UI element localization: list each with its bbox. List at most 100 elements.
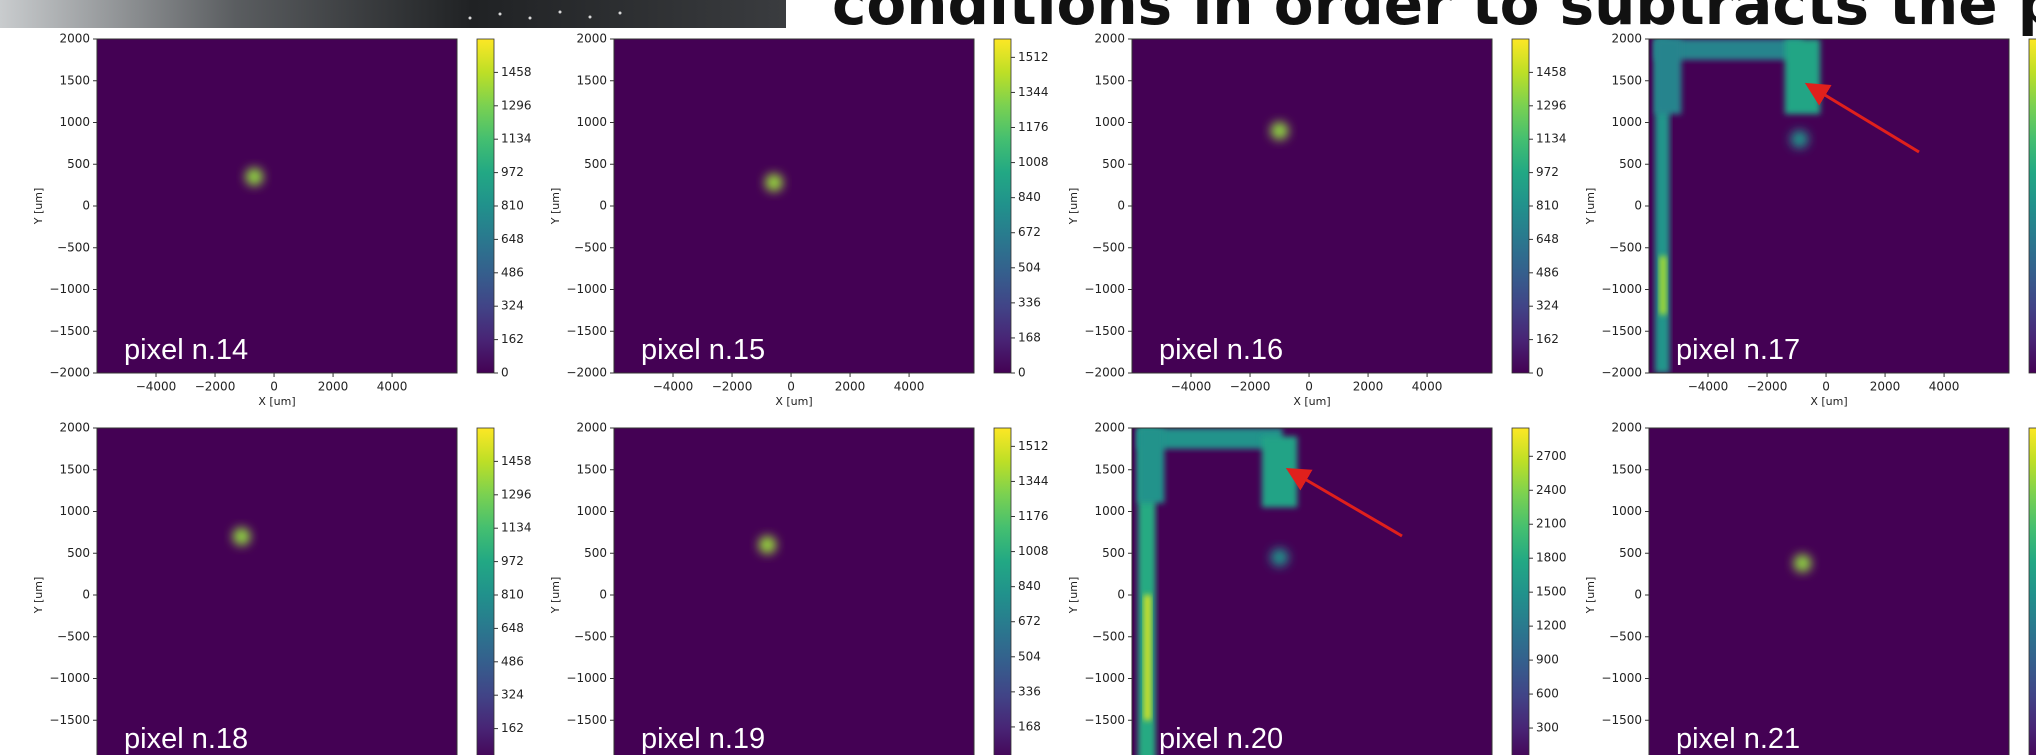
y-tick-label: 1500 xyxy=(1094,462,1125,476)
y-tick-label: 500 xyxy=(67,546,90,560)
spot xyxy=(1793,554,1812,573)
spot xyxy=(764,173,783,192)
plot-background xyxy=(1649,39,2009,373)
colorbar-tick-label: 648 xyxy=(501,232,524,246)
colorbar-tick-label: 1458 xyxy=(501,454,532,468)
y-tick-label: −500 xyxy=(1092,629,1125,643)
x-tick-label: 4000 xyxy=(1412,380,1443,394)
y-tick-label: 0 xyxy=(1117,588,1125,602)
colorbar xyxy=(2028,427,2036,755)
y-tick-label: 0 xyxy=(82,199,90,213)
plot-background xyxy=(1649,428,2009,755)
colorbar-tick-label: 1458 xyxy=(501,65,532,79)
y-tick-label: −1500 xyxy=(49,324,90,338)
colorbar-tick-label: 810 xyxy=(501,588,524,602)
colorbar-tick-label: 504 xyxy=(1018,260,1041,274)
x-axis-label: X [um] xyxy=(775,395,812,408)
colorbar-tick-label: 486 xyxy=(501,654,524,668)
y-tick-label: −1000 xyxy=(1084,282,1125,296)
x-tick-label: 0 xyxy=(1822,380,1830,394)
colorbar-tick-label: 1200 xyxy=(1536,619,1567,633)
panel-title: pixel n.17 xyxy=(1676,334,1800,366)
intensity-region xyxy=(1137,428,1283,449)
colorbar-tick-label: 648 xyxy=(501,621,524,635)
colorbar xyxy=(476,427,495,755)
colorbar-tick-label: 2100 xyxy=(1536,517,1567,531)
heatmap-panel: 2000 1500 1000 500 0 −500 −1000 −1500 Y [um] pixe… xyxy=(1067,421,1567,755)
y-tick-label: 500 xyxy=(1619,157,1642,171)
plot-area xyxy=(1793,554,1812,573)
panel-title: pixel n.20 xyxy=(1159,723,1283,755)
colorbar-tick-label: 810 xyxy=(501,199,524,213)
y-tick-label: 1000 xyxy=(1094,115,1125,129)
y-tick-label: −1000 xyxy=(49,282,90,296)
heatmap-panel: 2000 1500 1000 500 0 −500 −1000 −1500 −2000 −4000… xyxy=(32,32,532,409)
plot-area xyxy=(764,173,783,192)
y-tick-label: −1500 xyxy=(1601,713,1642,727)
y-tick-label: 0 xyxy=(82,588,90,602)
y-tick-label: 1500 xyxy=(1611,73,1642,87)
colorbar-tick-label: 336 xyxy=(1018,295,1041,309)
colorbar xyxy=(476,38,495,374)
x-tick-label: −4000 xyxy=(1688,380,1729,394)
y-tick-label: 500 xyxy=(1619,546,1642,560)
heatmap-panel: 2000 1500 1000 500 0 −500 −1000 −1500 −2000 −4000… xyxy=(1584,32,2036,408)
plot-background xyxy=(1132,428,1492,755)
y-tick-label: 2000 xyxy=(59,32,90,46)
y-tick-label: 0 xyxy=(599,588,607,602)
y-tick-label: 2000 xyxy=(576,32,607,46)
y-axis-label: Y [um] xyxy=(1067,188,1080,226)
y-tick-label: −1500 xyxy=(1601,324,1642,338)
spot xyxy=(232,527,251,546)
x-tick-label: 2000 xyxy=(835,380,866,394)
plot-area xyxy=(245,167,264,186)
colorbar-tick-label: 810 xyxy=(1536,199,1559,213)
y-tick-label: −2000 xyxy=(49,366,90,380)
y-tick-label: −500 xyxy=(1609,629,1642,643)
y-tick-label: −1500 xyxy=(1084,324,1125,338)
colorbar-tick-label: 600 xyxy=(1536,687,1559,701)
panels: 2000 1500 1000 500 0 −500 −1000 −1500 −2000 −4000… xyxy=(32,32,2036,755)
y-tick-label: 1500 xyxy=(1094,73,1125,87)
y-tick-label: 1500 xyxy=(59,462,90,476)
colorbar-tick-label: 1344 xyxy=(1018,474,1049,488)
intensity-region xyxy=(1784,39,1821,115)
y-tick-label: −2000 xyxy=(1601,366,1642,380)
y-tick-label: −500 xyxy=(57,240,90,254)
x-axis-label: X [um] xyxy=(1293,395,1330,408)
colorbar-tick-label: 672 xyxy=(1018,614,1041,628)
y-tick-label: −1500 xyxy=(49,713,90,727)
y-tick-label: −1500 xyxy=(566,324,607,338)
y-axis-label: Y [um] xyxy=(549,577,562,615)
intensity-region xyxy=(1654,39,1803,60)
y-tick-label: 0 xyxy=(1634,199,1642,213)
y-tick-label: 0 xyxy=(1634,588,1642,602)
red-arrow xyxy=(1804,82,1920,154)
y-tick-label: 2000 xyxy=(59,421,90,435)
y-tick-label: 500 xyxy=(67,157,90,171)
colorbar-tick-label: 1344 xyxy=(1018,85,1049,99)
colorbar-tick-label: 1500 xyxy=(1536,585,1567,599)
intensity-region xyxy=(1137,428,1165,504)
y-tick-label: 2000 xyxy=(1611,421,1642,435)
colorbar-tick-label: 1512 xyxy=(1018,50,1049,64)
x-tick-label: 0 xyxy=(1305,380,1313,394)
x-tick-label: −2000 xyxy=(1230,380,1271,394)
plot-area xyxy=(1270,121,1289,140)
colorbar-tick-label: 972 xyxy=(501,165,524,179)
x-tick-label: 4000 xyxy=(1929,380,1960,394)
y-tick-label: 1000 xyxy=(59,115,90,129)
panel-title: pixel n.18 xyxy=(124,723,248,755)
colorbar-tick-label: 162 xyxy=(501,721,524,735)
y-tick-label: −500 xyxy=(1092,240,1125,254)
y-axis-label: Y [um] xyxy=(1584,188,1597,226)
y-tick-label: 0 xyxy=(599,199,607,213)
y-axis-label: Y [um] xyxy=(1067,577,1080,615)
colorbar-tick-label: 972 xyxy=(501,554,524,568)
colorbar-tick-label: 1176 xyxy=(1018,509,1049,523)
colorbar xyxy=(993,38,1012,374)
photo-strip xyxy=(0,0,786,28)
red-arrow xyxy=(1285,467,1403,538)
